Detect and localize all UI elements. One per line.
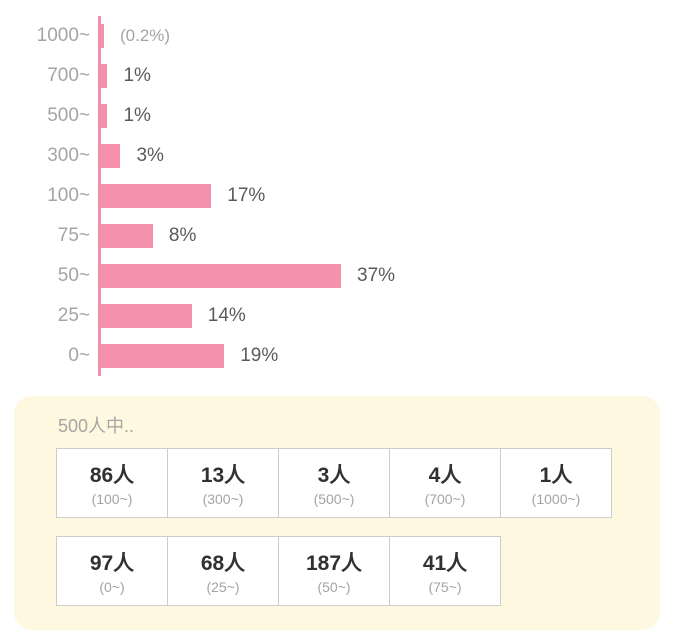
bar [101, 144, 120, 168]
cell-count: 41人 [423, 547, 467, 577]
chart-row: 500~ 1% [0, 96, 674, 136]
summary-cell: 86人 (100~) [56, 448, 168, 518]
cell-range: (500~) [314, 491, 355, 507]
bar-wrap: 17% [98, 176, 265, 216]
category-label: 500~ [0, 105, 98, 127]
cell-range: (75~) [428, 579, 461, 595]
bar-chart: 1000~ (0.2%) 700~ 1% 500~ 1% 300~ 3% 100~ 17% 75~ 8… [0, 0, 674, 380]
cell-count: 187人 [306, 547, 362, 577]
bar [101, 264, 341, 288]
bar-wrap: (0.2%) [98, 16, 170, 56]
bar [101, 304, 192, 328]
category-label: 300~ [0, 145, 98, 167]
cell-count: 3人 [318, 459, 351, 489]
summary-cell: 4人 (700~) [389, 448, 501, 518]
summary-row: 97人 (0~) 68人 (25~) 187人 (50~) 41人 (75~) [56, 536, 640, 606]
value-label: 14% [208, 305, 246, 327]
cell-range: (50~) [317, 579, 350, 595]
bar-wrap: 19% [98, 336, 278, 376]
cell-range: (300~) [203, 491, 244, 507]
chart-row: 75~ 8% [0, 216, 674, 256]
cell-range: (1000~) [532, 491, 581, 507]
cell-count: 97人 [90, 547, 134, 577]
bar [101, 24, 104, 48]
category-label: 50~ [0, 265, 98, 287]
summary-cell: 13人 (300~) [167, 448, 279, 518]
summary-cell: 68人 (25~) [167, 536, 279, 606]
bar [101, 224, 153, 248]
summary-cell: 97人 (0~) [56, 536, 168, 606]
summary-cell: 1人 (1000~) [500, 448, 612, 518]
chart-row: 700~ 1% [0, 56, 674, 96]
summary-cell: 3人 (500~) [278, 448, 390, 518]
cell-range: (100~) [92, 491, 133, 507]
bar-wrap: 1% [98, 56, 151, 96]
cell-range: (0~) [99, 579, 124, 595]
bar-wrap: 1% [98, 96, 151, 136]
cell-count: 13人 [201, 459, 245, 489]
bar-wrap: 37% [98, 256, 395, 296]
cell-count: 68人 [201, 547, 245, 577]
summary-row: 86人 (100~) 13人 (300~) 3人 (500~) 4人 (700~) 1人 (100… [56, 448, 640, 518]
category-label: 100~ [0, 185, 98, 207]
chart-row: 50~ 37% [0, 256, 674, 296]
value-label: 1% [123, 105, 150, 127]
chart-row: 25~ 14% [0, 296, 674, 336]
summary-cell: 187人 (50~) [278, 536, 390, 606]
summary-box: 500人中.. 86人 (100~) 13人 (300~) 3人 (500~) 4人 (700… [14, 396, 660, 630]
cell-range: (25~) [206, 579, 239, 595]
cell-count: 1人 [540, 459, 573, 489]
cell-count: 4人 [429, 459, 462, 489]
bar-wrap: 14% [98, 296, 246, 336]
chart-row: 0~ 19% [0, 336, 674, 376]
summary-cell: 41人 (75~) [389, 536, 501, 606]
value-label: (0.2%) [120, 26, 170, 46]
chart-row: 100~ 17% [0, 176, 674, 216]
chart-row: 1000~ (0.2%) [0, 16, 674, 56]
bar [101, 104, 107, 128]
bar-wrap: 8% [98, 216, 196, 256]
value-label: 37% [357, 265, 395, 287]
bar [101, 64, 107, 88]
category-label: 0~ [0, 345, 98, 367]
category-label: 25~ [0, 305, 98, 327]
value-label: 1% [123, 65, 150, 87]
chart-row: 300~ 3% [0, 136, 674, 176]
summary-title: 500人中.. [56, 412, 640, 438]
y-axis-line [98, 16, 101, 376]
value-label: 19% [240, 345, 278, 367]
category-label: 1000~ [0, 25, 98, 47]
value-label: 3% [136, 145, 163, 167]
category-label: 75~ [0, 225, 98, 247]
bar-wrap: 3% [98, 136, 164, 176]
cell-range: (700~) [425, 491, 466, 507]
cell-count: 86人 [90, 459, 134, 489]
value-label: 8% [169, 225, 196, 247]
value-label: 17% [227, 185, 265, 207]
category-label: 700~ [0, 65, 98, 87]
bar [101, 344, 224, 368]
bar [101, 184, 211, 208]
